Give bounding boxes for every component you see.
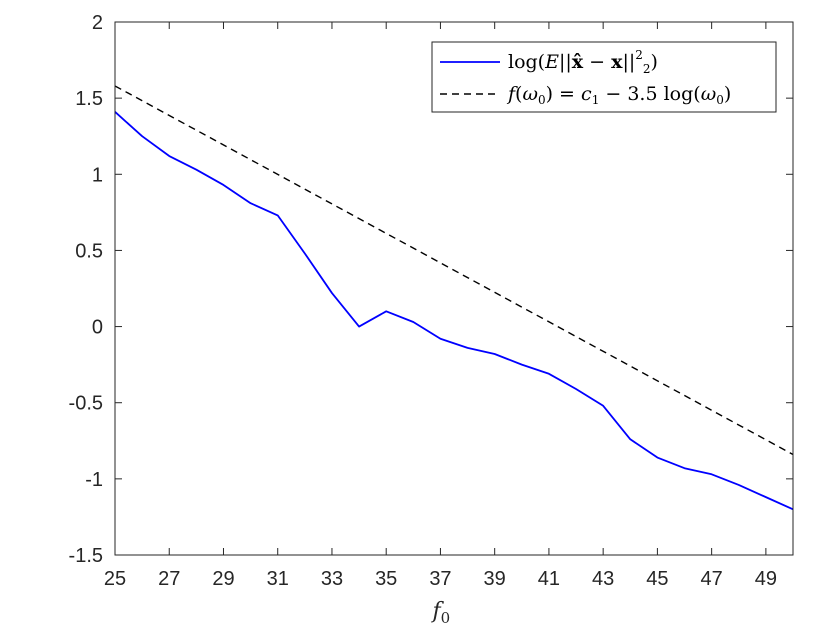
legend: log(E||x̂ − x||22) f(ω0) = c1 − 3.5 log(ω… (431, 41, 777, 113)
x-tick-label: 43 (592, 568, 614, 590)
x-tick-label: 31 (267, 568, 289, 590)
y-tick-label: 1.5 (75, 88, 103, 110)
x-tick-label: 39 (484, 568, 506, 590)
series-layer (114, 85, 794, 511)
series-line-0 (114, 111, 794, 511)
legend-label-0: log(E||x̂ − x||22) (508, 48, 658, 76)
y-tick-label: -1.5 (69, 545, 103, 567)
x-tick-label: 27 (158, 568, 180, 590)
x-tick-label: 41 (538, 568, 560, 590)
x-tick-label: 25 (104, 568, 126, 590)
legend-box (431, 41, 777, 113)
y-tick-label: -0.5 (69, 393, 103, 415)
ticks-layer: 25 27 29 31 33 35 37 39 41 43 45 47 49 -1.5 -1 -0.5 0 0.5… (69, 12, 793, 590)
axes-layer (114, 21, 794, 556)
y-tick-label: 0.5 (75, 240, 103, 262)
legend-label-1: f(ω0) = c1 − 3.5 log(ω0) (506, 83, 731, 107)
x-tick-label: 47 (701, 568, 723, 590)
y-tick-label: 2 (92, 12, 103, 34)
x-axis-label-text: f0 (430, 599, 450, 627)
x-tick-label: 45 (646, 568, 668, 590)
y-tick-label: 1 (92, 164, 103, 186)
x-tick-label: 33 (321, 568, 343, 590)
plot-frame (114, 21, 794, 556)
y-tick-label: -1 (85, 469, 103, 491)
x-tick-label: 29 (212, 568, 234, 590)
x-axis-label: f0 (430, 599, 450, 627)
series-line-1 (114, 85, 794, 456)
x-tick-label: 37 (429, 568, 451, 590)
x-tick-label: 49 (755, 568, 777, 590)
x-tick-label: 35 (375, 568, 397, 590)
y-tick-label: 0 (92, 317, 103, 339)
